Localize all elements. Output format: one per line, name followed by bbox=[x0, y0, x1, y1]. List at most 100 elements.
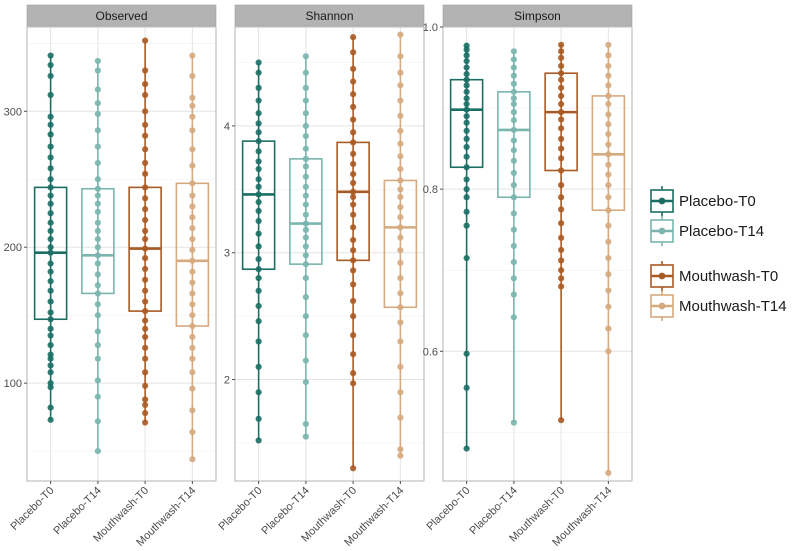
panel-background bbox=[27, 27, 216, 481]
data-point bbox=[94, 282, 101, 289]
data-point bbox=[350, 236, 357, 244]
data-point bbox=[350, 247, 357, 254]
data-point bbox=[47, 61, 54, 69]
data-point bbox=[94, 418, 101, 425]
data-point bbox=[255, 110, 262, 117]
data-point bbox=[94, 219, 101, 226]
y-tick-label: 0.8 bbox=[423, 184, 438, 196]
data-point bbox=[94, 127, 101, 134]
data-point bbox=[94, 185, 101, 192]
data-point bbox=[350, 351, 357, 358]
data-point bbox=[142, 91, 149, 99]
y-tick-label: 200 bbox=[4, 242, 22, 254]
data-point bbox=[302, 97, 309, 104]
data-point bbox=[302, 192, 309, 199]
box-placebo-t14 bbox=[81, 57, 115, 455]
data-point bbox=[302, 53, 309, 60]
data-point bbox=[255, 389, 262, 396]
data-point bbox=[397, 234, 404, 241]
data-point bbox=[94, 192, 101, 199]
data-point bbox=[94, 244, 101, 251]
data-point bbox=[350, 78, 357, 85]
data-point bbox=[463, 76, 470, 83]
data-point bbox=[397, 259, 404, 266]
box-mouthwash-t0 bbox=[544, 41, 578, 424]
data-point bbox=[189, 456, 196, 463]
data-point bbox=[397, 177, 404, 184]
data-point bbox=[189, 301, 196, 308]
data-point bbox=[189, 333, 196, 341]
data-point bbox=[397, 140, 404, 147]
box-iqr bbox=[497, 91, 531, 199]
data-point bbox=[189, 192, 196, 199]
data-point bbox=[47, 227, 54, 234]
data-point bbox=[605, 348, 612, 355]
data-point bbox=[189, 385, 196, 392]
data-point bbox=[255, 138, 262, 145]
data-point bbox=[47, 416, 54, 423]
data-point bbox=[558, 417, 565, 424]
data-point bbox=[255, 84, 262, 91]
data-point bbox=[255, 97, 262, 104]
panel-strip bbox=[234, 4, 425, 27]
y-tick-label: 300 bbox=[4, 106, 22, 118]
data-point bbox=[558, 135, 565, 142]
panel-strip bbox=[442, 4, 633, 27]
data-point bbox=[397, 247, 404, 254]
data-point bbox=[94, 377, 101, 384]
data-point bbox=[350, 201, 357, 208]
data-point bbox=[255, 287, 262, 294]
data-point bbox=[397, 203, 404, 211]
data-point bbox=[463, 384, 470, 391]
data-point bbox=[302, 252, 309, 259]
data-point bbox=[350, 116, 357, 123]
data-point bbox=[255, 318, 262, 325]
data-point bbox=[350, 211, 357, 218]
x-tick-label: Placebo-T0 bbox=[424, 485, 472, 533]
data-point bbox=[302, 378, 309, 386]
data-point bbox=[463, 127, 470, 134]
data-point bbox=[189, 322, 196, 330]
data-point bbox=[142, 298, 149, 305]
data-point bbox=[94, 100, 101, 107]
data-point bbox=[510, 80, 517, 87]
data-point bbox=[605, 303, 612, 310]
data-point bbox=[47, 351, 54, 358]
data-point bbox=[94, 143, 101, 150]
data-point bbox=[142, 80, 149, 88]
data-point bbox=[605, 41, 612, 48]
data-point bbox=[463, 113, 470, 120]
data-point bbox=[47, 235, 54, 243]
data-point bbox=[142, 382, 149, 389]
data-point bbox=[47, 362, 54, 369]
data-point bbox=[47, 278, 54, 285]
data-point bbox=[463, 70, 470, 78]
data-point bbox=[302, 261, 309, 268]
data-point bbox=[47, 210, 54, 217]
data-point bbox=[463, 64, 470, 71]
data-point bbox=[558, 41, 565, 48]
data-point bbox=[350, 150, 357, 157]
data-point bbox=[255, 59, 262, 66]
data-point bbox=[189, 52, 196, 59]
data-point bbox=[47, 244, 54, 251]
data-point bbox=[255, 176, 262, 183]
data-point bbox=[255, 302, 262, 310]
chart-panels: Observed100200300Placebo-T0Placebo-T14Mo… bbox=[4, 4, 633, 549]
legend-key-point bbox=[658, 272, 666, 280]
data-point bbox=[510, 210, 517, 217]
y-tick-label: 100 bbox=[4, 378, 22, 390]
data-point bbox=[463, 143, 470, 151]
data-point bbox=[397, 274, 404, 282]
panel-shannon: Shannon234Placebo-T0Placebo-T14Mouthwash… bbox=[216, 4, 425, 549]
data-point bbox=[558, 62, 565, 70]
data-point bbox=[302, 173, 309, 180]
data-point bbox=[94, 355, 101, 362]
panel-background bbox=[443, 27, 632, 481]
data-point bbox=[47, 72, 54, 80]
data-point bbox=[397, 165, 404, 173]
data-point bbox=[47, 176, 54, 183]
data-point bbox=[255, 363, 262, 370]
data-point bbox=[558, 257, 565, 264]
panel-title: Shannon bbox=[305, 9, 353, 23]
